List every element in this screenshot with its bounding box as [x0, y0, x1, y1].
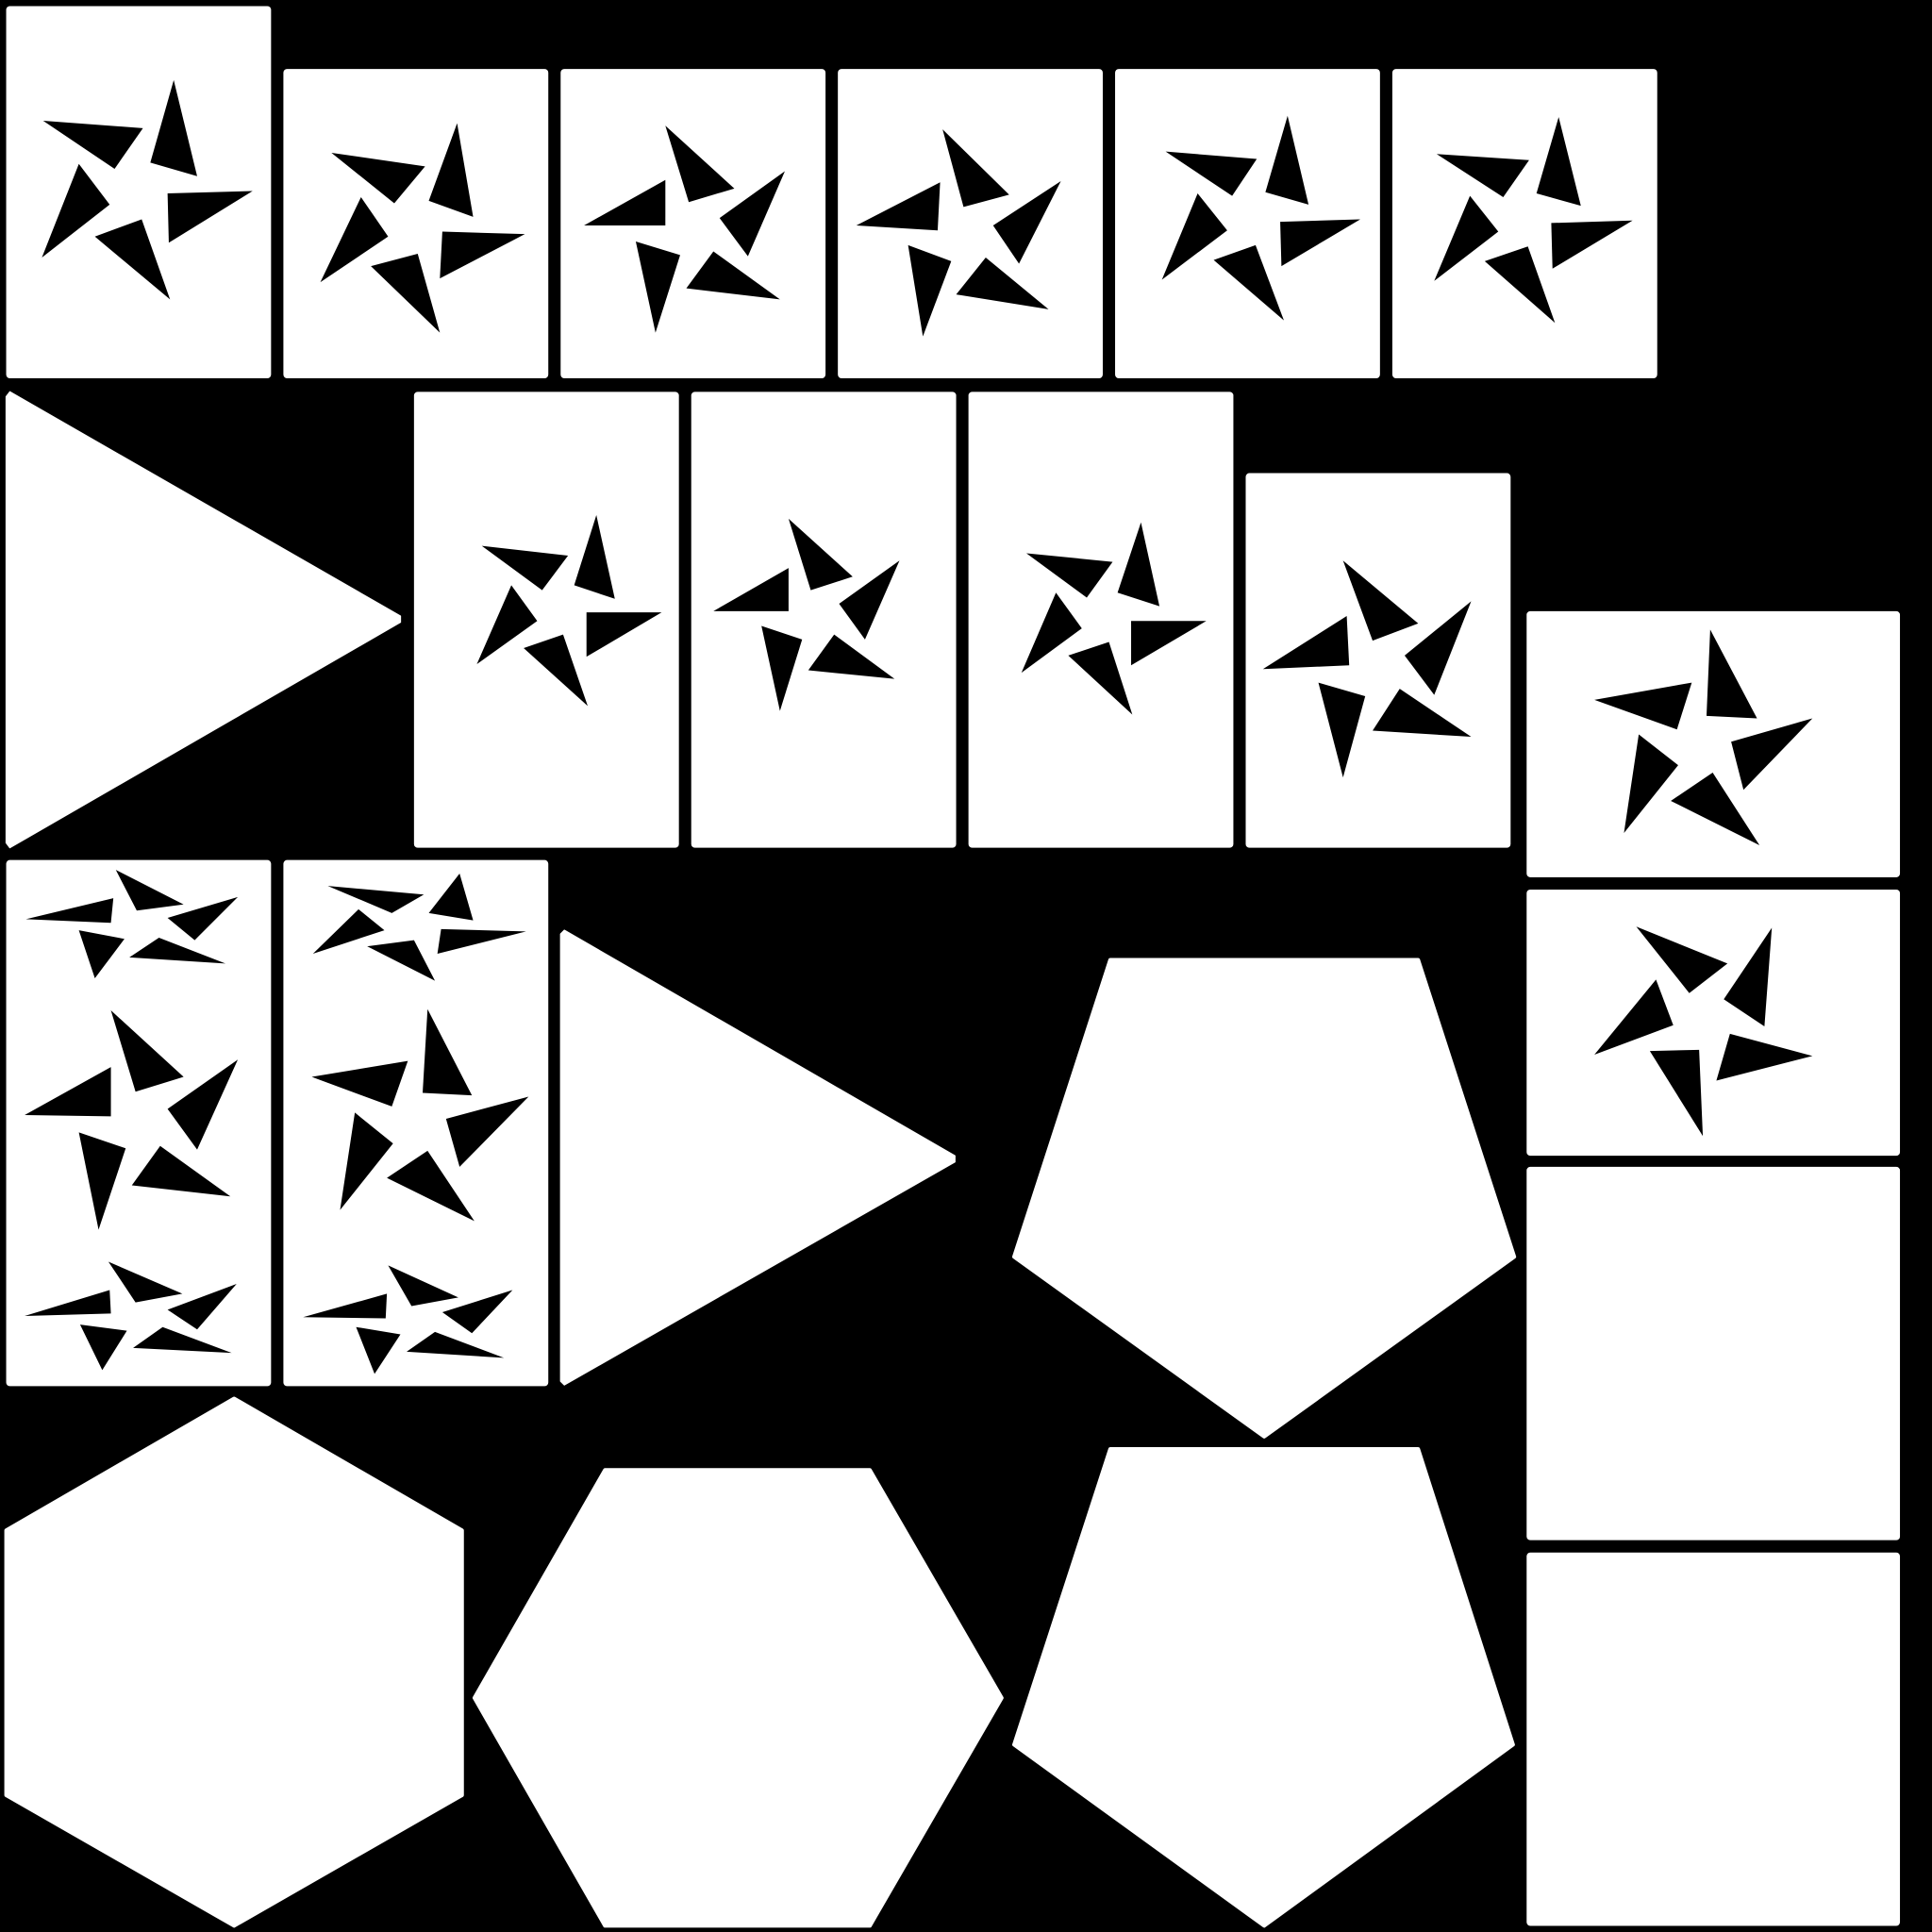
triangle-tile-2 — [559, 929, 956, 1386]
stencil-card-10 — [1245, 473, 1511, 848]
stencil-card-3 — [560, 69, 826, 378]
stencil-card-2 — [283, 69, 549, 378]
pentagon-tile-2 — [1011, 1447, 1515, 1928]
stencil-card-8 — [691, 391, 957, 848]
stencil-card-12 — [6, 859, 272, 1387]
stencil-card-4 — [838, 69, 1103, 378]
stencil-card-9 — [968, 391, 1234, 848]
hexagon-tile-1 — [4, 1396, 464, 1928]
stencil-card-7 — [413, 391, 679, 848]
stencil-card-6 — [1391, 69, 1657, 378]
stencil-card-1 — [6, 6, 272, 378]
blank-card-1 — [1526, 1166, 1901, 1541]
pentagon-tile-1 — [1011, 958, 1517, 1439]
stencil-card-5 — [1115, 69, 1380, 378]
stencil-card-13 — [283, 859, 549, 1387]
stencil-card-14 — [1526, 890, 1901, 1157]
stencil-card-11 — [1526, 610, 1901, 877]
triangle-tile-1 — [5, 391, 402, 849]
hexagon-tile-2 — [472, 1468, 1004, 1928]
blank-card-2 — [1526, 1552, 1901, 1926]
